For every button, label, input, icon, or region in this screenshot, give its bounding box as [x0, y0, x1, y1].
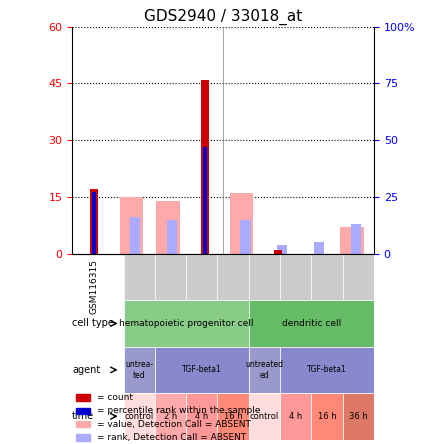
Bar — [167, 220, 177, 254]
Bar — [201, 79, 209, 254]
FancyBboxPatch shape — [249, 347, 280, 393]
Text: control: control — [125, 412, 154, 421]
Text: untrea-
ted: untrea- ted — [125, 360, 153, 380]
Bar — [230, 193, 253, 254]
Text: cell type: cell type — [72, 318, 114, 329]
Bar — [351, 224, 361, 254]
Title: GDS2940 / 33018_at: GDS2940 / 33018_at — [144, 9, 302, 25]
Text: = count: = count — [97, 393, 133, 402]
Text: hematopoietic progenitor cell: hematopoietic progenitor cell — [119, 319, 253, 328]
FancyBboxPatch shape — [124, 254, 155, 300]
FancyBboxPatch shape — [155, 347, 249, 393]
FancyBboxPatch shape — [249, 254, 280, 300]
Text: = rank, Detection Call = ABSENT: = rank, Detection Call = ABSENT — [97, 433, 246, 442]
FancyBboxPatch shape — [124, 393, 155, 440]
FancyBboxPatch shape — [218, 254, 249, 300]
FancyBboxPatch shape — [155, 393, 186, 440]
Text: dendritic cell: dendritic cell — [282, 319, 341, 328]
Bar — [314, 242, 324, 254]
Text: 16 h: 16 h — [224, 412, 242, 421]
Bar — [203, 147, 207, 254]
FancyBboxPatch shape — [249, 300, 374, 347]
Text: TGF-beta1: TGF-beta1 — [182, 365, 222, 374]
Bar — [240, 220, 251, 254]
FancyBboxPatch shape — [249, 393, 280, 440]
FancyBboxPatch shape — [124, 347, 155, 393]
FancyBboxPatch shape — [280, 393, 312, 440]
Text: 16 h: 16 h — [318, 412, 336, 421]
Text: TGF-beta1: TGF-beta1 — [307, 365, 347, 374]
Text: time: time — [72, 411, 94, 421]
FancyBboxPatch shape — [124, 300, 249, 347]
FancyBboxPatch shape — [312, 393, 343, 440]
FancyBboxPatch shape — [343, 393, 374, 440]
Bar — [92, 192, 96, 254]
FancyBboxPatch shape — [280, 254, 312, 300]
Bar — [277, 245, 287, 254]
Text: 4 h: 4 h — [195, 412, 208, 421]
Bar — [91, 190, 98, 254]
Bar — [76, 434, 90, 440]
Text: untreated
ed: untreated ed — [245, 360, 283, 380]
Bar — [156, 201, 179, 254]
FancyBboxPatch shape — [186, 254, 218, 300]
FancyBboxPatch shape — [312, 254, 343, 300]
Text: 36 h: 36 h — [349, 412, 368, 421]
Bar — [119, 197, 143, 254]
Text: = value, Detection Call = ABSENT: = value, Detection Call = ABSENT — [97, 420, 251, 428]
Bar — [275, 250, 282, 254]
FancyBboxPatch shape — [155, 254, 186, 300]
FancyBboxPatch shape — [343, 254, 374, 300]
Bar — [76, 394, 90, 400]
FancyBboxPatch shape — [280, 347, 374, 393]
Text: = percentile rank within the sample: = percentile rank within the sample — [97, 406, 261, 415]
Bar — [130, 218, 140, 254]
Text: 4 h: 4 h — [289, 412, 302, 421]
Text: 2 h: 2 h — [164, 412, 177, 421]
Bar — [76, 421, 90, 427]
Bar — [76, 408, 90, 414]
FancyBboxPatch shape — [218, 393, 249, 440]
Bar — [340, 227, 363, 254]
Text: control: control — [250, 412, 279, 421]
FancyBboxPatch shape — [186, 393, 218, 440]
Text: agent: agent — [72, 365, 100, 375]
